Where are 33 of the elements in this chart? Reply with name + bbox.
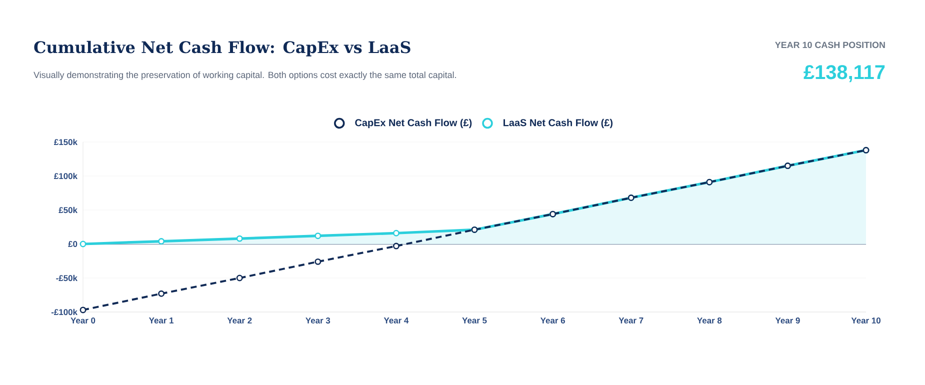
chart-title: Cumulative Net Cash Flow: CapEx vs LaaS: [34, 40, 410, 56]
chart-subtitle: Visually demonstrating the preservation of working capital. Both options cost exactly the same total capital.: [34, 72, 456, 80]
x-tick-label: Year 5: [462, 318, 487, 324]
point: [314, 258, 322, 265]
x-tick-label: Year 6: [540, 318, 565, 324]
x-tick-label: Year 8: [697, 318, 722, 324]
x-tick-label: Year 0: [70, 318, 96, 324]
point: [80, 306, 86, 314]
legend-label: CapEx Net Cash Flow (£): [355, 118, 472, 128]
point: [314, 232, 322, 240]
point: [236, 235, 243, 242]
point: [158, 290, 165, 297]
text: £138,117: [804, 65, 885, 82]
text: YEAR 10 CASH POSITION: [775, 42, 885, 48]
legend-label: LaaS Net Cash Flow (£): [504, 118, 613, 128]
point: [80, 240, 86, 248]
point: [392, 242, 400, 250]
y-tick-label: £100k: [54, 172, 78, 180]
y-tick-label: £50k: [58, 206, 78, 214]
x-tick-label: Year 1: [148, 318, 174, 324]
point: [158, 238, 165, 245]
x-tick-label: Year 4: [384, 318, 409, 324]
y-tick-label: £150k: [54, 138, 78, 146]
point: [236, 274, 243, 282]
x-tick-label: Year 3: [306, 318, 330, 324]
x-tick-label: Year 9: [775, 318, 800, 324]
y-tick-label: -£50k: [56, 274, 78, 282]
x-tick-label: Year 10: [851, 318, 880, 324]
x-tick-label: Year 7: [618, 318, 644, 324]
x-tick-label: Year 2: [227, 318, 252, 324]
y-tick-label: £0: [68, 241, 78, 247]
y-tick-label: -£100k: [51, 308, 78, 316]
point: [392, 230, 400, 236]
